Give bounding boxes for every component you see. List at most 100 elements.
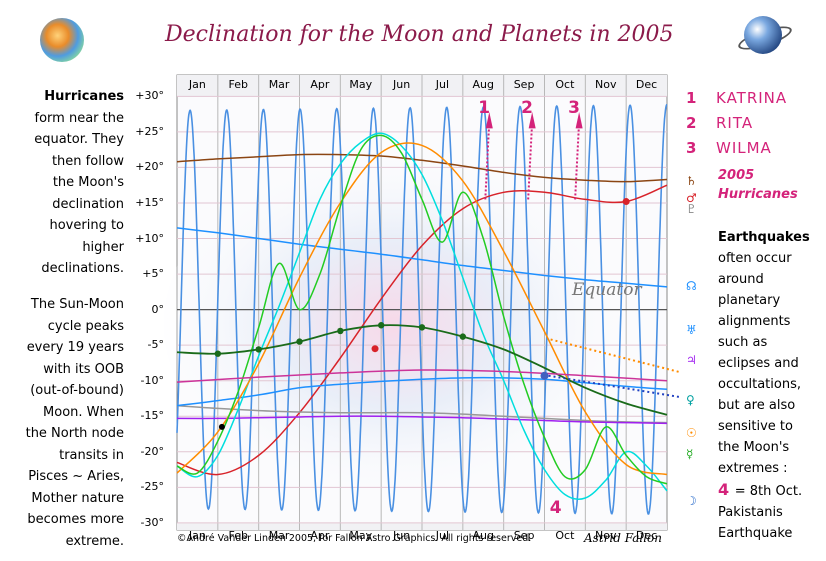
- earthquake-text-line: planetary: [718, 293, 781, 308]
- series-line: [176, 227, 668, 288]
- node-point: [459, 333, 467, 340]
- hurricane-text-line: Hurricanes: [44, 89, 124, 104]
- month-label-top: Mar: [268, 78, 290, 91]
- hurricane-chart-number: 2: [521, 98, 533, 119]
- month-label-bottom: Feb: [228, 528, 248, 542]
- planet-glyph-icon: ♇: [686, 202, 697, 217]
- series-line: [176, 142, 668, 476]
- month-label-bottom: Jun: [392, 528, 411, 542]
- month-label-top: Aug: [472, 78, 494, 91]
- y-tick-label: +20°: [135, 160, 164, 174]
- mars-point: [371, 345, 379, 353]
- series-line: [176, 132, 668, 500]
- hurricane-name: RITA: [716, 114, 754, 132]
- month-label-top: Oct: [555, 78, 575, 91]
- node-point: [377, 322, 385, 329]
- sun-moon-text-line: Mother nature: [31, 490, 124, 506]
- hurricane-text-line: higher: [82, 239, 124, 255]
- hurricane-item: 3 WILMA: [686, 136, 787, 161]
- hurricane-text-line: declinations.: [41, 261, 124, 276]
- y-tick-label: +25°: [135, 124, 164, 138]
- sun-moon-text-line: Moon. When: [43, 404, 124, 420]
- sun-moon-text-line: The Sun-Moon: [30, 297, 124, 312]
- hurricane-name: WILMA: [716, 139, 772, 157]
- hurricane-list: 1 KATRINA 2 RITA 3 WILMA: [686, 86, 787, 161]
- node-point: [296, 338, 303, 345]
- hurricane-number: 2: [686, 114, 697, 132]
- y-tick-label: +30°: [135, 89, 164, 103]
- series-line: [176, 404, 668, 424]
- hurricane-arrow-head: [485, 111, 493, 129]
- y-tick-label: -20°: [140, 444, 164, 458]
- month-label-bottom: Nov: [595, 528, 617, 542]
- month-label-bottom: Jan: [188, 528, 206, 542]
- month-label-bottom: Sep: [513, 528, 535, 542]
- series-line: [176, 134, 668, 485]
- earthquake-number: 4: [718, 480, 735, 499]
- y-tick-label: -10°: [140, 373, 164, 387]
- planet-glyph-icon: ♄: [686, 173, 697, 188]
- planet-glyph-icon: ♅: [686, 322, 697, 337]
- month-label-bottom: Oct: [555, 528, 575, 542]
- hurricane-arrow-head: [575, 111, 583, 129]
- month-label-bottom: Apr: [310, 528, 330, 542]
- y-tick-label: +5°: [142, 267, 164, 281]
- hurricanes-word: Hurricanes: [718, 187, 798, 202]
- equator-label: Equator: [572, 280, 642, 300]
- earthquake-explanation: Earthquakes often occur around planetary ali…: [718, 227, 818, 544]
- planet-glyph-icon: ☉: [686, 426, 697, 441]
- sun-alignment-arrow: [550, 338, 681, 374]
- month-label-top: Jul: [435, 78, 450, 91]
- month-label-top: Nov: [595, 78, 617, 91]
- hurricane-name: KATRINA: [716, 89, 788, 107]
- earthquake-text-line: around: [718, 272, 764, 287]
- node-point: [337, 327, 344, 335]
- earthquake-text-line: such as: [718, 335, 768, 350]
- moon-alignment-arrow: [548, 374, 681, 399]
- month-label-top: Jun: [392, 78, 411, 91]
- month-label-bottom: May: [349, 528, 373, 542]
- month-label-top: Sep: [513, 78, 535, 91]
- earthquake-text-line: occultations,: [718, 377, 801, 392]
- planet-glyph-icon: ☊: [686, 278, 697, 293]
- series-line: [176, 376, 668, 407]
- hurricane-arrow: [484, 121, 491, 200]
- y-tick-label: -30°: [140, 515, 164, 529]
- hurricane-explanation: Hurricanes form near the equator. They then…: [14, 86, 124, 280]
- earthquake-text-line: but are also: [718, 398, 796, 413]
- sun-moon-text-line: the North node: [25, 426, 124, 441]
- globe-icon: [744, 16, 782, 54]
- month-label-top: Jan: [188, 78, 206, 91]
- hurricane-text-line: then follow: [51, 153, 124, 169]
- node-point: [255, 346, 262, 353]
- sun-moon-text-line: extreme.: [65, 533, 124, 549]
- sun-moon-text-line: transits in: [59, 447, 124, 463]
- earthquake-chart-number: 4: [549, 498, 562, 518]
- sun-moon-text-line: becomes more: [27, 512, 124, 527]
- hurricanes-label: 2005 Hurricanes: [718, 166, 798, 204]
- mars-point: [622, 198, 630, 206]
- earthquake-note-line: Earthquake: [718, 526, 793, 541]
- planet-glyph-icon: ♀: [686, 392, 695, 407]
- earthquake-text-line: often occur: [718, 251, 792, 266]
- series-line: [176, 369, 668, 383]
- y-tick-label: 0°: [151, 302, 165, 316]
- sun-moon-text-line: with its OOB: [43, 361, 124, 377]
- earthquake-text-line: sensitive to: [718, 419, 793, 434]
- hurricane-arrow: [527, 121, 534, 200]
- month-label-top: Dec: [635, 78, 658, 91]
- month-label-bottom: Jul: [435, 528, 450, 542]
- sun-moon-text-line: cycle peaks: [47, 318, 124, 334]
- month-label-bottom: Aug: [472, 528, 494, 542]
- series-line: [176, 184, 668, 476]
- month-label-bottom: Mar: [268, 528, 290, 542]
- y-tick-label: +10°: [135, 231, 164, 245]
- hurricane-arrow: [574, 121, 581, 200]
- series-line: [176, 153, 668, 183]
- hurricane-text-line: declination: [52, 196, 124, 212]
- series-line: [176, 415, 668, 425]
- sun-moon-text-line: (out-of-bound): [30, 383, 124, 398]
- y-tick-label: -25°: [140, 480, 164, 494]
- hurricane-chart-number: 3: [568, 98, 580, 119]
